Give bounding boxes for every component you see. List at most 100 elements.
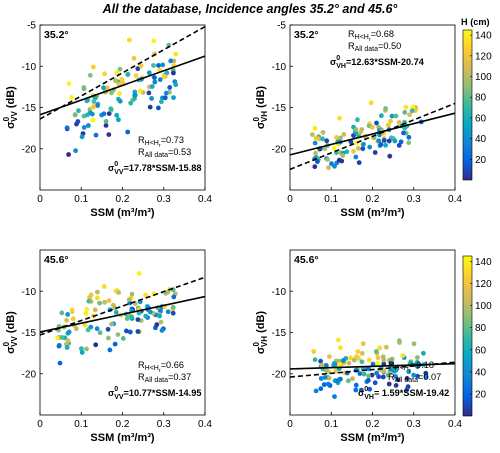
data-point	[126, 37, 132, 43]
y-tick-label: -15	[22, 328, 37, 339]
y-tick-label: -15	[272, 328, 287, 339]
data-point	[332, 163, 337, 169]
data-point	[163, 90, 169, 96]
y-tick-label: -10	[272, 287, 287, 298]
data-point	[136, 271, 142, 276]
data-point	[101, 284, 107, 289]
data-point	[146, 90, 152, 96]
x-tick-label: 0	[37, 194, 43, 205]
data-point	[334, 135, 339, 140]
colorbar-gradient	[462, 255, 473, 417]
x-tick-label: 0.2	[366, 194, 380, 205]
data-point	[346, 360, 352, 366]
colorbar-gradient	[462, 29, 473, 181]
data-point	[369, 124, 375, 130]
data-point	[76, 108, 81, 114]
data-point	[353, 127, 359, 132]
data-point	[95, 103, 100, 108]
data-point	[115, 332, 121, 337]
data-point	[353, 382, 359, 388]
data-point	[149, 84, 155, 89]
data-point	[109, 321, 114, 327]
data-point	[57, 360, 63, 366]
data-point	[387, 370, 393, 376]
data-point	[143, 292, 149, 298]
y-axis-label: σ0VH (dB)	[252, 86, 269, 129]
data-point	[325, 157, 330, 163]
data-point	[375, 360, 380, 366]
data-point	[101, 85, 106, 91]
data-point	[72, 112, 78, 117]
regression-equation: σ0 VH= 1.59*SSM-19.42	[358, 386, 449, 401]
data-point	[173, 82, 179, 88]
data-point	[88, 292, 94, 298]
data-point	[136, 310, 142, 316]
x-tick-label: 0	[287, 419, 293, 430]
data-point	[398, 139, 404, 145]
data-point	[367, 144, 373, 150]
data-point	[124, 328, 129, 334]
data-point	[125, 71, 131, 77]
data-point	[372, 380, 378, 386]
data-point	[407, 112, 412, 118]
data-point	[413, 107, 419, 112]
data-point	[402, 110, 408, 115]
data-point	[59, 335, 65, 340]
x-tick-label: 0.3	[407, 194, 421, 205]
data-point	[387, 153, 393, 159]
data-point	[64, 125, 70, 131]
data-point	[312, 140, 318, 146]
data-point	[381, 369, 387, 374]
y-tick-label: -10	[22, 287, 37, 298]
data-point	[120, 80, 125, 85]
y-tick-label: -5	[277, 21, 286, 32]
data-point	[113, 310, 119, 315]
y-tick-label: -15	[22, 103, 37, 114]
data-point	[384, 344, 389, 350]
data-point	[345, 378, 351, 384]
data-point	[104, 85, 110, 91]
data-point	[158, 319, 164, 325]
regression-equation: σ0 VV=17.78*SSM-15.88	[108, 161, 201, 176]
colorbar-tick-label: 20	[475, 155, 487, 166]
data-point	[319, 362, 325, 368]
data-point	[151, 38, 157, 44]
data-point	[334, 378, 340, 384]
colorbar-tick-label: 20	[475, 389, 487, 400]
data-point	[146, 70, 152, 76]
data-point	[138, 63, 144, 69]
data-point	[86, 123, 91, 128]
data-point	[321, 382, 327, 387]
data-point	[151, 63, 156, 68]
incidence-angle-label: 45.6°	[44, 254, 69, 266]
data-point	[411, 372, 417, 378]
data-point	[409, 108, 415, 114]
data-point	[389, 360, 394, 366]
data-point	[355, 117, 360, 123]
data-point	[106, 111, 112, 116]
x-tick-label: 0.3	[407, 419, 421, 430]
data-point	[171, 294, 177, 300]
data-point	[87, 72, 93, 78]
data-point	[313, 150, 318, 156]
data-point	[81, 86, 87, 92]
colorbar-tick-label: 80	[475, 323, 487, 334]
data-point	[386, 138, 392, 144]
data-point	[372, 150, 378, 155]
axes-frame	[289, 249, 456, 416]
data-point	[147, 104, 153, 110]
x-tick-label: 0	[287, 194, 293, 205]
data-point	[93, 342, 99, 348]
panel-bottom-right: 0 0.1 0.2 0.3 0.4 -10 -15 -20 SSM (m³/m³) σ0VH (d…	[252, 249, 462, 444]
data-point	[383, 106, 388, 111]
data-point	[415, 373, 420, 379]
data-point	[318, 386, 324, 392]
data-point	[388, 118, 393, 124]
data-point	[129, 291, 135, 297]
r-all-data-annotation: RAll data=0.50	[348, 41, 401, 53]
data-point	[320, 130, 326, 135]
data-point	[69, 307, 75, 313]
data-point	[117, 91, 122, 97]
data-point	[359, 351, 365, 356]
data-point	[324, 138, 330, 144]
